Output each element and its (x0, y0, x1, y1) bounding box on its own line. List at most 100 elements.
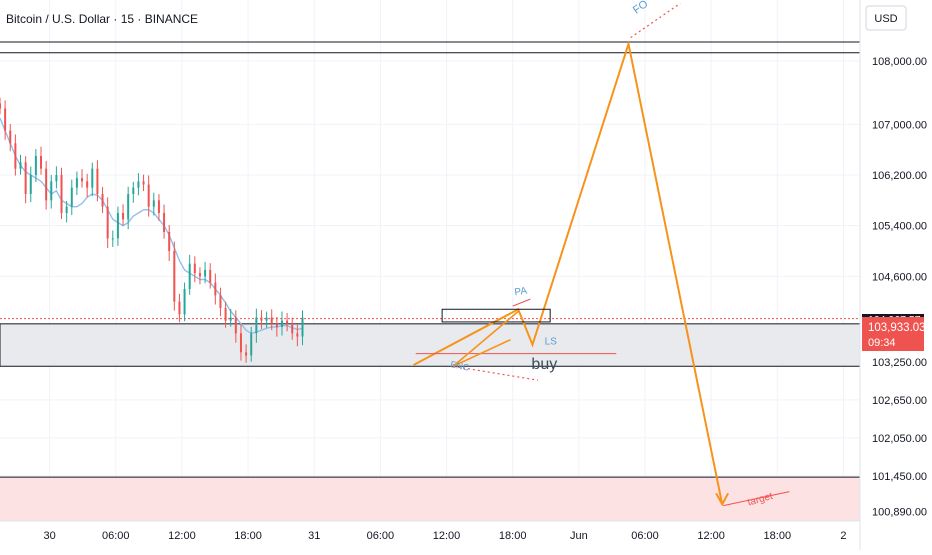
candle-body[interactable] (239, 333, 242, 353)
candle-body[interactable] (65, 206, 68, 213)
current-price-tag: 103,933.03 09:34 (862, 317, 926, 351)
time-tick-label: 30 (43, 530, 55, 542)
candle-body[interactable] (55, 175, 58, 182)
candle-body[interactable] (116, 213, 119, 239)
candle-body[interactable] (29, 175, 32, 194)
price-tick-label: 107,000.00 (872, 119, 927, 131)
fo-dotted-line (630, 2, 681, 39)
candle-body[interactable] (40, 156, 43, 169)
candle-body[interactable] (137, 181, 140, 188)
time-tick-label: 2 (840, 530, 846, 542)
candle-body[interactable] (45, 168, 48, 201)
price-tick-label: 100,890.00 (872, 506, 927, 518)
candle-body[interactable] (152, 200, 155, 207)
annotation-label: LS (545, 337, 558, 348)
candle-body[interactable] (111, 238, 114, 240)
price-zones (0, 41, 861, 521)
candle-body[interactable] (81, 178, 84, 182)
pattern-upper-line[interactable] (452, 309, 520, 367)
candle-body[interactable] (96, 168, 99, 194)
candle-body[interactable] (142, 181, 145, 185)
candle-body[interactable] (265, 317, 268, 321)
candle-body[interactable] (14, 143, 17, 169)
candle-body[interactable] (193, 263, 196, 274)
candles[interactable] (0, 97, 304, 363)
price-tick-label: 103,250.00 (872, 357, 927, 369)
candle-body[interactable] (224, 308, 227, 321)
candle-body[interactable] (275, 323, 278, 327)
price-tick-label: 105,400.00 (872, 221, 927, 233)
candle-body[interactable] (291, 323, 294, 334)
candle-body[interactable] (168, 232, 171, 251)
range-box[interactable] (441, 308, 551, 323)
candle-body[interactable] (173, 251, 176, 302)
candle-body[interactable] (301, 317, 304, 337)
candle-body[interactable] (198, 273, 201, 277)
projection-arrowhead (715, 492, 730, 507)
candle-body[interactable] (245, 352, 248, 356)
candle-body[interactable] (91, 168, 94, 188)
annotation-label: ENC (449, 359, 470, 373)
candle-body[interactable] (296, 333, 299, 337)
price-tick-label: 101,450.00 (872, 471, 927, 483)
bar-countdown: 09:34 (868, 337, 896, 349)
candle-body[interactable] (50, 181, 53, 201)
candle-body[interactable] (75, 178, 78, 188)
candle-body[interactable] (255, 317, 258, 334)
candle-body[interactable] (250, 333, 253, 356)
candle-body[interactable] (147, 184, 150, 207)
candle-body[interactable] (157, 200, 160, 213)
candle-body[interactable] (19, 162, 22, 169)
current-price-value: 103,933.03 (868, 322, 926, 334)
candle-body[interactable] (9, 130, 12, 144)
candle-body[interactable] (286, 320, 289, 324)
candle-body[interactable] (106, 206, 109, 239)
candle-body[interactable] (209, 270, 212, 283)
candle-body[interactable] (86, 181, 89, 188)
candle-body[interactable] (24, 162, 27, 194)
candle-body[interactable] (60, 175, 63, 213)
candle-body[interactable] (34, 156, 37, 175)
candle-body[interactable] (229, 317, 232, 321)
time-tick-label: 18:00 (234, 530, 262, 542)
drawings[interactable] (413, 2, 790, 507)
target-zone[interactable] (0, 477, 860, 521)
time-tick-label: 12:00 (168, 530, 196, 542)
candle-body[interactable] (101, 194, 104, 207)
time-tick-label: 18:00 (499, 530, 527, 542)
candle-body[interactable] (122, 213, 125, 220)
candle-body[interactable] (234, 317, 237, 334)
candle-body[interactable] (219, 295, 222, 308)
time-axis[interactable]: 30 06:00 12:00 18:00 31 06:00 12:00 18:00 Jun 06:… (43, 530, 846, 542)
price-axis[interactable] (860, 0, 932, 550)
target-line (723, 491, 790, 507)
candle-body[interactable] (163, 213, 166, 232)
candle-body[interactable] (280, 320, 283, 327)
price-tick-label: 108,000.00 (872, 56, 927, 68)
currency-button[interactable] (865, 5, 907, 31)
candle-body[interactable] (4, 108, 7, 131)
time-tick-label: 31 (308, 530, 320, 542)
candle-body[interactable] (132, 187, 135, 194)
time-tick-label: 18:00 (764, 530, 792, 542)
candle-body[interactable] (178, 301, 181, 315)
candle-body[interactable] (183, 289, 186, 315)
projection-path[interactable] (413, 39, 724, 505)
candle-body[interactable] (214, 282, 217, 296)
time-tick-label: Jun (570, 530, 588, 542)
candle-body[interactable] (70, 187, 73, 207)
candle-body[interactable] (204, 270, 207, 277)
candle-body[interactable] (260, 317, 263, 321)
current-price-tag-box (862, 317, 924, 351)
candle-body[interactable] (127, 194, 130, 220)
candle-body[interactable] (270, 317, 273, 324)
time-tick-label: 06:00 (631, 530, 659, 542)
annotation-label: buy (531, 356, 557, 373)
pattern-lower-line[interactable] (452, 338, 511, 367)
candle-body[interactable] (188, 263, 191, 289)
candle-body[interactable] (0, 103, 1, 109)
pa-line (512, 298, 531, 307)
support-zone[interactable] (0, 323, 861, 367)
price-tick-label: 104,600.00 (872, 271, 927, 283)
